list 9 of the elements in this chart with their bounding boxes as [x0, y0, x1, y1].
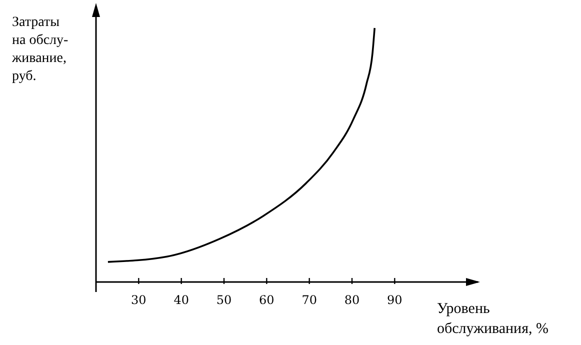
x-tick-label: 60: [259, 293, 274, 307]
x-tick-label: 70: [302, 293, 317, 307]
x-tick-label: 50: [216, 293, 232, 307]
x-tick-label: 90: [387, 293, 402, 307]
x-axis-title: Уровень обслуживания, %: [437, 301, 548, 337]
x-tick-label: 40: [174, 293, 189, 307]
y-axis-title: Затраты на обслу- живание, руб.: [11, 15, 69, 84]
x-tick-label: 30: [131, 293, 146, 307]
x-tick-label: 80: [344, 293, 360, 307]
